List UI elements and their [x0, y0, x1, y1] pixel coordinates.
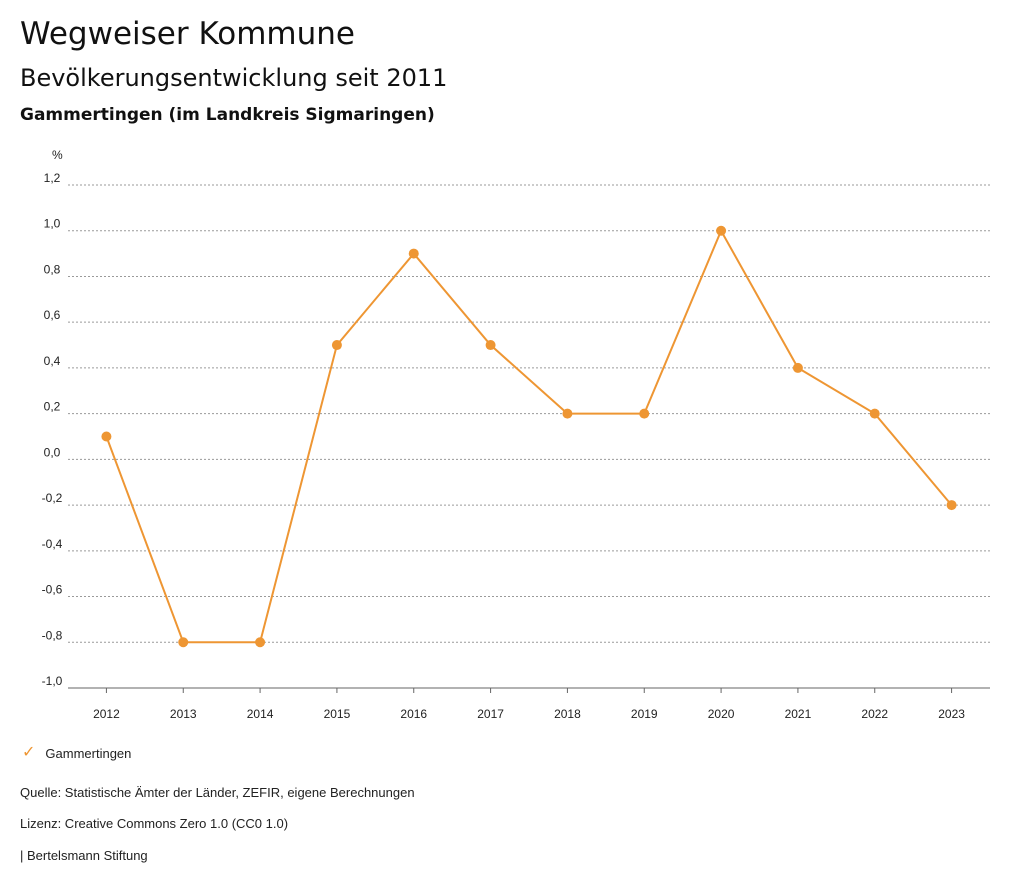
data-point — [869, 408, 880, 419]
x-tick-label: 2016 — [400, 707, 427, 721]
data-point — [639, 408, 650, 419]
x-tick-label: 2018 — [554, 707, 581, 721]
source-note: Quelle: Statistische Ämter der Länder, Z… — [20, 785, 415, 800]
y-axis-unit-label: % — [52, 148, 63, 162]
chart-subtitle: Bevölkerungsentwicklung seit 2011 — [20, 64, 448, 92]
x-tick-label: 2012 — [93, 707, 120, 721]
x-tick-label: 2021 — [785, 707, 812, 721]
y-tick-label: -0,2 — [42, 491, 63, 505]
brand-note: | Bertelsmann Stiftung — [20, 848, 148, 863]
region-label: Gammertingen (im Landkreis Sigmaringen) — [20, 105, 435, 125]
data-point — [408, 248, 419, 259]
legend-item-gammertingen[interactable]: ✓ Gammertingen — [22, 745, 131, 761]
series-line — [105, 228, 953, 644]
x-tick-label: 2022 — [861, 707, 888, 721]
data-point — [101, 431, 112, 442]
x-tick-label: 2020 — [708, 707, 735, 721]
page-title: Wegweiser Kommune — [20, 16, 355, 52]
data-point — [485, 340, 496, 351]
data-point — [946, 500, 957, 511]
x-tick-label: 2023 — [938, 707, 965, 721]
data-point — [331, 340, 342, 351]
x-tick-label: 2019 — [631, 707, 658, 721]
data-point — [562, 408, 573, 419]
check-icon: ✓ — [22, 744, 36, 761]
y-tick-label: 0,2 — [44, 400, 61, 414]
y-tick-label: 0,4 — [44, 354, 61, 368]
data-point — [178, 637, 189, 648]
line-chart: % 1,2 1,0 0,8 0,6 0,4 0,2 0,0 -0,2 -0,4 -0,6 -0,8 -1… — [42, 148, 990, 721]
y-tick-label: 0,8 — [44, 262, 61, 276]
x-tick-label: 2015 — [324, 707, 351, 721]
data-point — [255, 637, 266, 648]
legend-label: Gammertingen — [45, 745, 132, 761]
y-tick-label: 1,2 — [44, 171, 61, 185]
data-point — [792, 362, 803, 373]
y-tick-label: 0,6 — [44, 308, 61, 322]
y-tick-label: -1,0 — [42, 674, 63, 688]
x-tick-label: 2014 — [247, 707, 274, 721]
x-tick-label: 2017 — [477, 707, 504, 721]
x-tick-label: 2013 — [170, 707, 197, 721]
data-point — [716, 225, 727, 236]
license-note: Lizenz: Creative Commons Zero 1.0 (CC0 1… — [20, 816, 289, 831]
y-tick-label: 1,0 — [44, 217, 61, 231]
y-tick-label: -0,4 — [42, 537, 63, 551]
y-tick-label: 0,0 — [44, 445, 61, 459]
y-tick-label: -0,8 — [42, 628, 63, 642]
y-tick-label: -0,6 — [42, 583, 63, 597]
